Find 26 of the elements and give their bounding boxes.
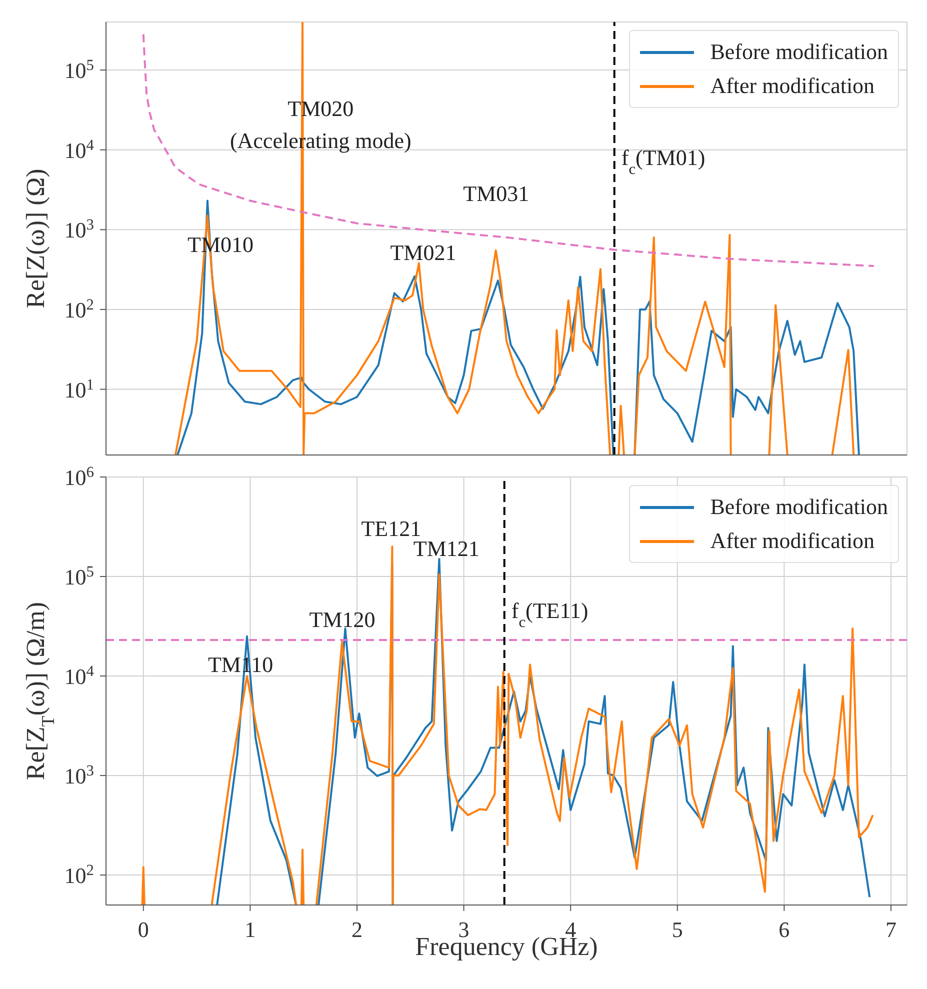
annotation: TM120 (309, 606, 376, 633)
x-tick-label: 5 (672, 917, 683, 942)
y-tick-label: 10$^{2}$ (64, 862, 94, 888)
x-tick-label: 6 (778, 917, 790, 942)
y-tick-label: 10$^{4}$ (64, 662, 94, 690)
y-tick-label: 10$^{4}$ (64, 136, 94, 163)
ref-line-label: f$_{c}$(TM01) (621, 144, 706, 178)
y-tick-label: 10$^{3}$ (64, 762, 94, 789)
y-tick-label: 10$^{2}$ (64, 296, 94, 322)
ref-line-label: f$_{c}$(TE11) (511, 598, 588, 631)
y-tick-label: 10$^{3}$ (64, 216, 94, 243)
legend-label: Before modification (710, 493, 888, 521)
y-tick-label: 10$^{5}$ (64, 563, 94, 590)
legend-label: Before modification (710, 38, 888, 66)
x-tick-label: 1 (244, 917, 256, 942)
x-tick-label: 2 (351, 917, 362, 942)
annotation: TM031 (463, 181, 530, 208)
y-tick-label: 10$^{5}$ (64, 56, 94, 84)
y-axis-title: Re[Z(ω)] (Ω) (21, 168, 50, 308)
legend-label: After modification (710, 527, 875, 555)
y-tick-label: 10$^{6}$ (64, 464, 94, 490)
x-tick-label: 0 (138, 917, 149, 942)
y-tick-label: 10$^{1}$ (64, 376, 94, 402)
legend-label: After modification (710, 72, 875, 100)
x-tick-label: 7 (885, 917, 896, 942)
annotation: TM021 (390, 240, 456, 266)
